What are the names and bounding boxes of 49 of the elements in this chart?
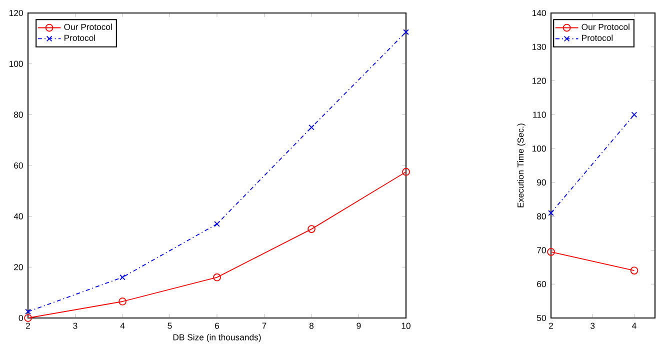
y-tick-label: 110 bbox=[533, 112, 546, 118]
y-tick-label: 80 bbox=[537, 213, 546, 220]
legend-label: Our Protocol bbox=[582, 24, 630, 30]
x-tick-label: 3 bbox=[590, 322, 595, 329]
point bbox=[308, 225, 316, 233]
x-tick-label: 3 bbox=[73, 322, 78, 329]
y-tick-label: 40 bbox=[14, 213, 23, 220]
y-tick-label: 0 bbox=[18, 314, 23, 322]
point bbox=[308, 124, 314, 130]
x-tick-label: 2 bbox=[26, 322, 30, 329]
y-tick-label: 120 bbox=[10, 10, 23, 16]
point bbox=[402, 168, 410, 176]
legend-label: Protocol bbox=[582, 34, 613, 41]
x-tick-label: 5 bbox=[168, 322, 172, 329]
point bbox=[403, 29, 409, 35]
point bbox=[630, 266, 638, 274]
y-tick-label: 80 bbox=[14, 112, 23, 118]
point bbox=[213, 273, 221, 282]
point bbox=[214, 221, 220, 227]
y-tick-label: 140 bbox=[532, 10, 546, 16]
x-tick-label: 2 bbox=[549, 322, 553, 329]
point bbox=[120, 274, 126, 280]
y-tick-label: 130 bbox=[532, 44, 546, 50]
point bbox=[24, 314, 32, 322]
legend-label: Protocol bbox=[64, 34, 95, 41]
point bbox=[631, 112, 638, 118]
y-tick-label: 90 bbox=[537, 179, 546, 186]
x-tick-label: 7 bbox=[262, 322, 266, 329]
point bbox=[547, 248, 555, 256]
y-tick-label: 70 bbox=[537, 247, 546, 254]
y-tick-label: 60 bbox=[537, 281, 546, 288]
y-tick-label: 120 bbox=[532, 78, 546, 84]
x-tick-label: 4 bbox=[120, 322, 125, 329]
y-tick-label: 100 bbox=[10, 60, 23, 67]
point bbox=[118, 298, 126, 306]
x-tick-label: 10 bbox=[402, 322, 410, 329]
y-tick-label: 20 bbox=[14, 264, 23, 270]
point bbox=[25, 308, 31, 315]
x-tick-label: 6 bbox=[215, 322, 220, 329]
legend-label: Our Protocol bbox=[64, 24, 112, 30]
y-axis-title: Execution Time (Sec.) bbox=[517, 124, 526, 208]
y-tick-label: 100 bbox=[532, 145, 546, 152]
x-axis-title: DB Size (in thousands) bbox=[173, 334, 261, 342]
y-tick-label: 60 bbox=[14, 162, 23, 169]
point bbox=[548, 210, 554, 216]
x-tick-label: 9 bbox=[356, 322, 361, 329]
x-tick-label: 4 bbox=[632, 322, 636, 329]
y-tick-label: 50 bbox=[537, 314, 546, 322]
x-tick-label: 8 bbox=[309, 322, 314, 329]
